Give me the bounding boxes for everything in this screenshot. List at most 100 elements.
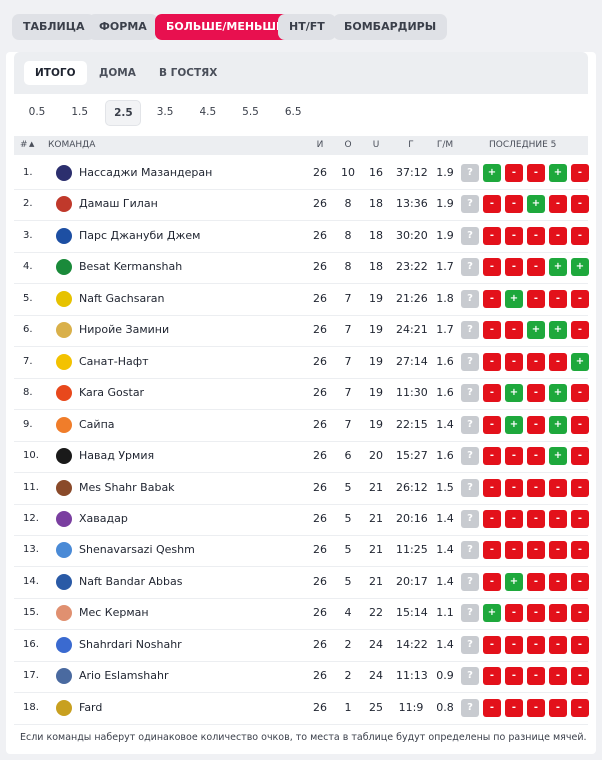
form-badge: + xyxy=(549,321,567,340)
form-badge: ? xyxy=(461,415,479,434)
form-badge: - xyxy=(571,509,589,528)
threshold[interactable]: 2.5 xyxy=(105,100,142,126)
played: 26 xyxy=(313,291,327,305)
form-badge: - xyxy=(527,541,545,560)
form-badge: - xyxy=(549,698,567,717)
tab[interactable]: HT/FT xyxy=(278,14,336,40)
team-name[interactable]: Besat Kermanshah xyxy=(79,260,183,274)
table-header: # ▲ КОМАНДА И О U Г Г/М ПОСЛЕДНИЕ 5 xyxy=(14,136,588,155)
team-logo xyxy=(56,542,72,559)
team-name[interactable]: Ario Eslamshahr xyxy=(79,669,169,683)
rank: 16. xyxy=(23,638,39,650)
played: 26 xyxy=(313,449,327,463)
form-badge: + xyxy=(505,384,523,403)
over: 4 xyxy=(344,606,352,620)
header-over[interactable]: О xyxy=(344,140,352,150)
team-name[interactable]: Дамаш Гилан xyxy=(79,197,158,211)
form-badge: - xyxy=(571,667,589,686)
tab[interactable]: БОЛЬШЕ/МЕНЬШЕ xyxy=(155,14,295,40)
goals: 22:15 xyxy=(396,417,428,431)
team-name[interactable]: Нассаджи Мазандеран xyxy=(79,166,213,179)
goals: 37:12 xyxy=(396,166,428,179)
form-badge: - xyxy=(527,226,545,245)
under: 24 xyxy=(369,637,383,651)
threshold[interactable]: 1.5 xyxy=(71,106,89,118)
played: 26 xyxy=(313,574,327,588)
form-badge: + xyxy=(571,352,589,371)
team-name[interactable]: Парс Джануби Джем xyxy=(79,228,201,242)
team-name[interactable]: Навад Урмия xyxy=(79,449,155,463)
form-badge: ? xyxy=(461,698,479,717)
team-name[interactable]: Fard xyxy=(79,700,103,714)
goals: 20:17 xyxy=(396,574,428,588)
team-name[interactable]: Ниройе Замини xyxy=(79,323,170,337)
team-row: 6. Ниройе Замини 26 7 19 24:21 1.7? - - + + - xyxy=(14,315,589,348)
team-name[interactable]: Хавадар xyxy=(79,511,128,525)
gpm: 1.4 xyxy=(436,417,454,431)
form-badge: - xyxy=(483,667,501,686)
team-row: 7. Санат-Нафт 26 7 19 27:14 1.6? - - - - + xyxy=(14,347,589,379)
goals: 11:25 xyxy=(396,543,428,557)
team-name[interactable]: Shenavarsazi Qeshm xyxy=(79,543,195,557)
team-row: 8. Kara Gostar 26 7 19 11:30 1.6? - + - + - xyxy=(14,378,589,411)
form-badge: ? xyxy=(461,258,479,277)
played: 26 xyxy=(313,417,327,431)
form-badge: ? xyxy=(461,604,479,623)
form-badge: - xyxy=(483,635,501,654)
gpm: 1.7 xyxy=(436,260,454,274)
team-name[interactable]: Shahrdari Noshahr xyxy=(79,637,182,651)
over: 8 xyxy=(344,228,352,242)
header-rank[interactable]: # xyxy=(20,140,28,150)
team-name[interactable]: Naft Gachsaran xyxy=(79,291,165,305)
threshold[interactable]: 4.5 xyxy=(199,106,217,118)
played: 26 xyxy=(313,700,327,714)
header-goals[interactable]: Г xyxy=(408,140,414,150)
form-badge: - xyxy=(549,572,567,591)
form-badge: - xyxy=(505,258,523,277)
form-badge: - xyxy=(483,478,501,497)
tab[interactable]: ФОРМА xyxy=(88,14,158,40)
form-badge: - xyxy=(571,415,589,434)
header-under[interactable]: U xyxy=(372,140,380,150)
goals: 21:26 xyxy=(396,291,428,305)
team-name[interactable]: Сайпа xyxy=(79,417,115,431)
threshold[interactable]: 3.5 xyxy=(156,106,174,118)
gpm: 1.7 xyxy=(436,323,454,337)
form-badge: - xyxy=(483,226,501,245)
subtab[interactable]: ИТОГО xyxy=(24,61,87,85)
form-badge: - xyxy=(483,384,501,403)
form-badge: ? xyxy=(461,164,479,182)
team-name[interactable]: Мес Керман xyxy=(79,606,149,620)
subtab[interactable]: В ГОСТЯХ xyxy=(159,67,218,79)
threshold[interactable]: 6.5 xyxy=(284,106,302,118)
form-badge: - xyxy=(505,195,523,214)
gpm: 1.9 xyxy=(436,228,454,242)
gpm: 1.6 xyxy=(436,449,454,463)
tab[interactable]: БОМБАРДИРЫ xyxy=(333,14,448,40)
team-name[interactable]: Санат-Нафт xyxy=(79,354,149,368)
form-badge: - xyxy=(527,415,545,434)
gpm: 1.6 xyxy=(436,386,454,400)
over: 2 xyxy=(344,669,352,683)
form-badge: ? xyxy=(461,667,479,686)
team-name[interactable]: Naft Bandar Abbas xyxy=(79,574,183,588)
team-logo xyxy=(56,573,72,590)
team-name[interactable]: Mes Shahr Babak xyxy=(79,480,175,494)
over: 5 xyxy=(344,543,352,557)
form-badge: - xyxy=(527,604,545,623)
form-badge: - xyxy=(527,447,545,466)
goals: 13:36 xyxy=(396,197,428,211)
header-gpm[interactable]: Г/М xyxy=(436,140,454,150)
tab[interactable]: ТАБЛИЦА xyxy=(12,14,96,40)
threshold[interactable]: 0.5 xyxy=(28,106,46,118)
subtab[interactable]: ДОМА xyxy=(99,67,136,79)
form-badge: - xyxy=(505,447,523,466)
team-name[interactable]: Kara Gostar xyxy=(79,386,145,400)
form-badge: - xyxy=(571,226,589,245)
team-logo xyxy=(56,385,72,402)
form-badge: ? xyxy=(461,635,479,654)
rank: 7. xyxy=(23,355,33,367)
header-played[interactable]: И xyxy=(316,140,324,150)
team-logo xyxy=(56,322,72,339)
threshold[interactable]: 5.5 xyxy=(242,106,259,118)
